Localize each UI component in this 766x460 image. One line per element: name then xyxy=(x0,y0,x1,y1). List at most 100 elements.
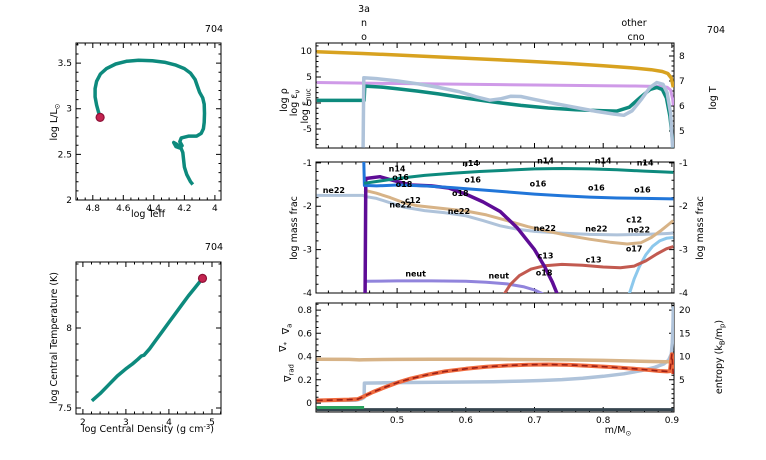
label--a-: ∇a xyxy=(281,324,293,336)
line-label-ne22: ne22 xyxy=(628,225,650,234)
series-o16 xyxy=(362,162,674,201)
line-label-c13: c13 xyxy=(538,251,554,260)
right-tick-label: 5 xyxy=(679,376,685,386)
y-tick-label: 0.6 xyxy=(298,329,313,339)
line-label-ne22: ne22 xyxy=(585,224,607,233)
x-tick-label: 4.2 xyxy=(177,204,191,214)
y-tick-label: 0 xyxy=(306,99,312,109)
line-label-ne22: ne22 xyxy=(389,201,411,210)
label-entropy-k-b-m-p-: entropy (kB/mp) xyxy=(714,320,726,394)
label-other: other xyxy=(621,18,646,29)
line-label-o16: o16 xyxy=(588,184,605,193)
label-log-mass-frac: log mass frac xyxy=(695,196,706,260)
line-label-o16: o16 xyxy=(634,185,651,194)
label-log-: log εν xyxy=(289,90,301,117)
x-tick-label: 4 xyxy=(212,204,218,214)
right-tick-label: 20 xyxy=(679,306,691,316)
panel-frame xyxy=(75,42,222,201)
label--: ∇* xyxy=(278,342,290,353)
line-label-n14: n14 xyxy=(637,158,654,167)
series-o17 xyxy=(628,236,674,293)
y-tick-label: 8 xyxy=(66,324,72,334)
label-o: o xyxy=(361,32,367,43)
label-log-teff: log Teff xyxy=(131,209,166,220)
y-tick-label: 3.5 xyxy=(58,59,72,69)
x-tick-label: 0.7 xyxy=(527,416,541,426)
x-tick-label: 0.9 xyxy=(665,416,680,426)
label-log-central-density-g-cm-3-: log Central Density (g cm-3) xyxy=(82,423,214,435)
current-model-marker xyxy=(197,273,208,283)
label-log-nuc-: log εnuc xyxy=(300,88,312,123)
series-log-T xyxy=(316,49,674,88)
series-log-eps-nu xyxy=(316,84,674,148)
x-tick-label: 0.6 xyxy=(459,416,474,426)
line-label-o16: o16 xyxy=(392,173,409,182)
label-log-t: log T xyxy=(708,86,719,110)
y-tick-label: 7.5 xyxy=(58,404,72,414)
label-log-: log ρ xyxy=(279,88,290,112)
series-log-eps-nuc xyxy=(361,76,674,148)
panel-frame xyxy=(75,261,222,415)
panel-hr_diagram: 4.8 4.6 4.4 4.2 4 2 2.5 3 3.5 log Teff log L/L⊙ 704 xyxy=(49,24,223,220)
line-label-ne22: ne22 xyxy=(323,186,345,195)
label--rad-: ∇rad xyxy=(283,364,295,383)
y-tick-label: -2 xyxy=(303,202,312,212)
panel-tc_rhoc: 2 3 4 5 7.5 8 log Central Density (g cm-3) log … xyxy=(49,242,223,435)
line-label-o16: o16 xyxy=(464,175,481,184)
right-tick-label: 7 xyxy=(679,77,685,87)
line-label-n14: n14 xyxy=(389,165,406,174)
y-tick-label: -3 xyxy=(303,246,312,256)
x-tick-label: 3 xyxy=(123,418,129,428)
line-label-neut: neut xyxy=(405,270,426,279)
y-tick-label: 0.2 xyxy=(298,376,312,386)
y-tick-label: -5 xyxy=(303,125,312,135)
line-label-c13: c13 xyxy=(586,256,602,265)
line-label-ne22: ne22 xyxy=(534,224,556,233)
label-704: 704 xyxy=(205,242,223,253)
line-label-ne22: ne22 xyxy=(448,207,470,216)
line-label-n14: n14 xyxy=(462,159,479,168)
series-neut xyxy=(365,279,544,293)
label-log-central-temperature-k-: log Central Temperature (K) xyxy=(49,272,60,404)
series-c13 xyxy=(503,245,674,293)
y-tick-label: -4 xyxy=(303,289,312,299)
series-grad-star xyxy=(316,353,674,402)
x-tick-label: 0.8 xyxy=(596,416,611,426)
panel-frame xyxy=(315,161,675,294)
line-label-o16: o16 xyxy=(530,180,547,189)
x-tick-label: 0.5 xyxy=(390,416,404,426)
label-704: 704 xyxy=(205,24,223,35)
series-ne22 xyxy=(316,193,674,237)
series-tc-rhoc-track xyxy=(90,277,204,403)
line-label-c12: c12 xyxy=(405,196,421,205)
line-label-n14: n14 xyxy=(595,157,612,166)
line-label-o18: o18 xyxy=(536,269,553,278)
label-n: n xyxy=(361,18,367,29)
y-tick-label: 3 xyxy=(66,105,72,115)
series-entropy xyxy=(316,306,674,403)
right-tick-label: -1 xyxy=(679,159,688,169)
right-tick-label: -4 xyxy=(679,289,688,299)
line-label-n14: n14 xyxy=(537,157,554,166)
right-tick-label: 8 xyxy=(679,52,685,62)
x-tick-label: 5 xyxy=(209,418,215,428)
right-tick-label: -2 xyxy=(679,202,688,212)
series-n14 xyxy=(363,167,674,185)
x-tick-label: 4.6 xyxy=(116,204,131,214)
label-3a: 3a xyxy=(358,4,370,15)
right-tick-label: -3 xyxy=(679,246,688,256)
y-tick-label: -1 xyxy=(303,159,312,169)
panel-gradient_panel: 0.5 0.6 0.7 0.8 0.9 0 0.2 0.4 0.6 0.8 5 10 15 20 m/M⊙ ∇… xyxy=(278,302,726,437)
x-tick-label: 4.4 xyxy=(147,204,162,214)
y-tick-label: 5 xyxy=(306,73,312,83)
line-label-o18: o18 xyxy=(396,180,413,189)
series-c12 xyxy=(363,188,674,246)
line-label-o17: o17 xyxy=(626,244,643,253)
x-tick-label: 2 xyxy=(80,418,86,428)
y-tick-label: 0.8 xyxy=(298,306,313,316)
right-tick-label: 15 xyxy=(679,329,690,339)
